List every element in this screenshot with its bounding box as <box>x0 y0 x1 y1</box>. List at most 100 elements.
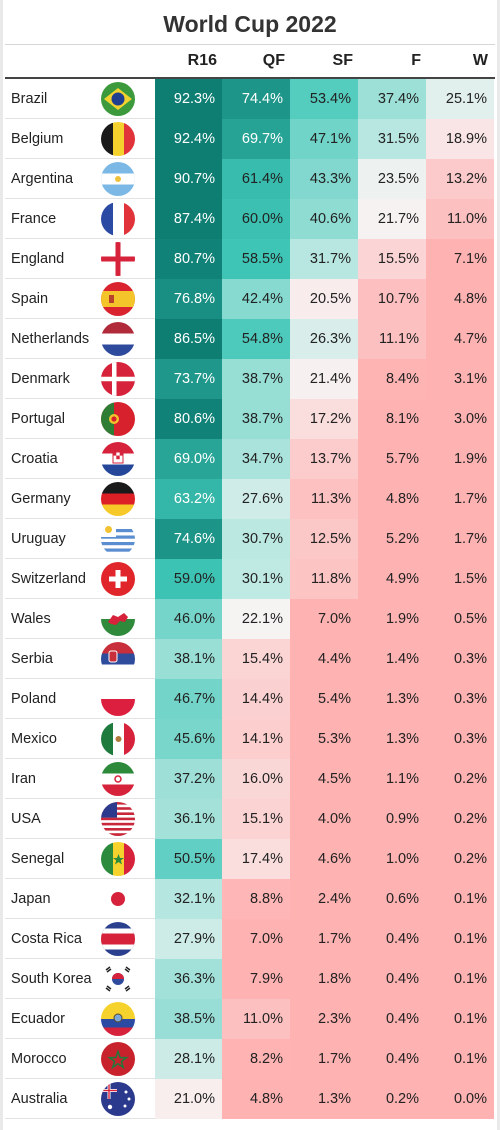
mexico-flag-icon <box>101 722 135 756</box>
portugal-flag-icon <box>101 402 135 436</box>
team-name: Japan <box>11 891 51 907</box>
prob-cell-w: 0.1% <box>426 879 494 919</box>
table-row: Ecuador 38.5% 11.0% 2.3% 0.4% 0.1% <box>0 999 500 1039</box>
prob-cell-sf: 7.0% <box>290 599 358 639</box>
prob-cell-r16: 46.7% <box>155 679 222 719</box>
prob-cell-qf: 15.1% <box>222 799 290 839</box>
table-row: Morocco 28.1% 8.2% 1.7% 0.4% 0.1% <box>0 1039 500 1079</box>
england-flag-icon <box>101 242 135 276</box>
table-body: Brazil 92.3% 74.4% 53.4% 37.4% 25.1% Belgium 92… <box>0 79 500 1119</box>
prob-cell-qf: 54.8% <box>222 319 290 359</box>
prob-cell-sf: 4.4% <box>290 639 358 679</box>
column-header-sf[interactable]: SF <box>332 52 353 69</box>
prob-cell-w: 4.7% <box>426 319 494 359</box>
prob-cell-f: 21.7% <box>358 199 426 239</box>
prob-cell-w: 1.7% <box>426 519 494 559</box>
prob-cell-f: 0.4% <box>358 999 426 1039</box>
table-row: Germany 63.2% 27.6% 11.3% 4.8% 1.7% <box>0 479 500 519</box>
prob-cell-r16: 80.7% <box>155 239 222 279</box>
team-name: Mexico <box>11 731 57 747</box>
column-header-f[interactable]: F <box>411 52 421 69</box>
prob-cell-qf: 58.5% <box>222 239 290 279</box>
prob-cell-f: 8.4% <box>358 359 426 399</box>
prob-cell-f: 1.4% <box>358 639 426 679</box>
prob-cell-qf: 38.7% <box>222 359 290 399</box>
prob-cell-qf: 11.0% <box>222 999 290 1039</box>
prob-cell-sf: 4.5% <box>290 759 358 799</box>
prob-cell-r16: 87.4% <box>155 199 222 239</box>
table-row: Portugal 80.6% 38.7% 17.2% 8.1% 3.0% <box>0 399 500 439</box>
team-name: Denmark <box>11 371 70 387</box>
prob-cell-r16: 37.2% <box>155 759 222 799</box>
prob-cell-r16: 27.9% <box>155 919 222 959</box>
team-name: Belgium <box>11 131 64 147</box>
prob-cell-sf: 2.3% <box>290 999 358 1039</box>
team-name: Croatia <box>11 451 58 467</box>
team-name: Switzerland <box>11 571 86 587</box>
prob-cell-sf: 13.7% <box>290 439 358 479</box>
table-row: Belgium 92.4% 69.7% 47.1% 31.5% 18.9% <box>0 119 500 159</box>
table-row: Mexico 45.6% 14.1% 5.3% 1.3% 0.3% <box>0 719 500 759</box>
column-header-w[interactable]: W <box>472 52 488 69</box>
table-row: Serbia 38.1% 15.4% 4.4% 1.4% 0.3% <box>0 639 500 679</box>
prob-cell-f: 5.2% <box>358 519 426 559</box>
team-name: Australia <box>11 1091 68 1107</box>
prob-cell-qf: 74.4% <box>222 79 290 119</box>
team-name: France <box>11 211 57 227</box>
prob-cell-f: 8.1% <box>358 399 426 439</box>
prob-cell-f: 10.7% <box>358 279 426 319</box>
prob-cell-w: 0.1% <box>426 959 494 999</box>
column-header-qf[interactable]: QF <box>262 52 285 69</box>
prob-cell-r16: 21.0% <box>155 1079 222 1119</box>
prob-cell-f: 0.2% <box>358 1079 426 1119</box>
prob-cell-w: 3.0% <box>426 399 494 439</box>
prob-cell-f: 1.9% <box>358 599 426 639</box>
prob-cell-w: 1.7% <box>426 479 494 519</box>
prob-cell-sf: 26.3% <box>290 319 358 359</box>
table-row: Argentina 90.7% 61.4% 43.3% 23.5% 13.2% <box>0 159 500 199</box>
column-header-r16[interactable]: R16 <box>187 52 217 69</box>
prob-cell-w: 0.2% <box>426 759 494 799</box>
prob-cell-qf: 16.0% <box>222 759 290 799</box>
team-name: Netherlands <box>11 331 90 347</box>
prob-cell-qf: 34.7% <box>222 439 290 479</box>
japan-flag-icon <box>101 882 135 916</box>
prob-cell-w: 3.1% <box>426 359 494 399</box>
prob-cell-f: 4.9% <box>358 559 426 599</box>
france-flag-icon <box>101 202 135 236</box>
prob-cell-qf: 7.9% <box>222 959 290 999</box>
prob-cell-w: 0.0% <box>426 1079 494 1119</box>
prob-cell-r16: 74.6% <box>155 519 222 559</box>
table-row: Australia 21.0% 4.8% 1.3% 0.2% 0.0% <box>0 1079 500 1119</box>
prob-cell-sf: 43.3% <box>290 159 358 199</box>
table-row: Denmark 73.7% 38.7% 21.4% 8.4% 3.1% <box>0 359 500 399</box>
table-row: USA 36.1% 15.1% 4.0% 0.9% 0.2% <box>0 799 500 839</box>
table-row: Uruguay 74.6% 30.7% 12.5% 5.2% 1.7% <box>0 519 500 559</box>
prob-cell-r16: 73.7% <box>155 359 222 399</box>
table-row: Croatia 69.0% 34.7% 13.7% 5.7% 1.9% <box>0 439 500 479</box>
prob-cell-qf: 61.4% <box>222 159 290 199</box>
prob-cell-qf: 14.1% <box>222 719 290 759</box>
prob-cell-w: 0.1% <box>426 919 494 959</box>
table-row: Poland 46.7% 14.4% 5.4% 1.3% 0.3% <box>0 679 500 719</box>
uruguay-flag-icon <box>101 522 135 556</box>
prob-cell-f: 1.0% <box>358 839 426 879</box>
team-name: Costa Rica <box>11 931 82 947</box>
table-row: Japan 32.1% 8.8% 2.4% 0.6% 0.1% <box>0 879 500 919</box>
prob-cell-f: 1.3% <box>358 679 426 719</box>
brazil-flag-icon <box>101 82 135 116</box>
south-korea-flag-icon <box>101 962 135 996</box>
table-row: Senegal 50.5% 17.4% 4.6% 1.0% 0.2% <box>0 839 500 879</box>
prob-cell-qf: 8.2% <box>222 1039 290 1079</box>
prob-cell-sf: 17.2% <box>290 399 358 439</box>
prob-cell-f: 0.4% <box>358 1039 426 1079</box>
prob-cell-qf: 8.8% <box>222 879 290 919</box>
prob-cell-w: 25.1% <box>426 79 494 119</box>
prob-cell-r16: 28.1% <box>155 1039 222 1079</box>
table-row: Costa Rica 27.9% 7.0% 1.7% 0.4% 0.1% <box>0 919 500 959</box>
prob-cell-sf: 1.3% <box>290 1079 358 1119</box>
left-edge <box>0 0 3 1130</box>
germany-flag-icon <box>101 482 135 516</box>
prob-cell-sf: 12.5% <box>290 519 358 559</box>
